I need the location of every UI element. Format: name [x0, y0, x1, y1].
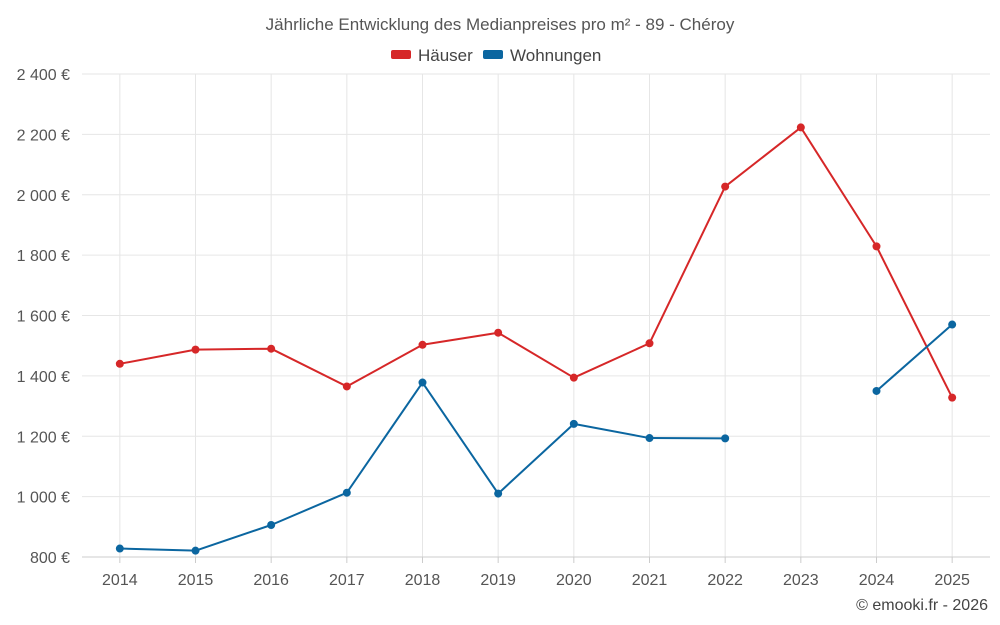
- x-tick-label: 2017: [329, 572, 365, 589]
- grid: [82, 73, 990, 558]
- series-wohnungen: [115, 320, 957, 555]
- x-tick-label: 2019: [480, 572, 516, 589]
- chart-title: Jährliche Entwicklung des Medianpreises …: [266, 15, 735, 34]
- y-tick-label: 1 800 €: [17, 248, 70, 265]
- x-tick-label: 2015: [178, 572, 214, 589]
- legend-swatch-haeuser: [391, 50, 411, 59]
- data-point-haeuser[interactable]: [569, 373, 578, 382]
- data-point-haeuser[interactable]: [948, 393, 957, 402]
- data-point-haeuser[interactable]: [721, 182, 730, 191]
- data-point-haeuser[interactable]: [267, 344, 276, 353]
- y-tick-label: 1 200 €: [17, 429, 70, 446]
- axes: 800 € 1 000 € 1 200 € 1 400 € 1 600 € 1 800 €…: [17, 67, 990, 589]
- x-tick-label: 2021: [632, 572, 668, 589]
- series: [115, 123, 957, 555]
- data-point-wohnungen[interactable]: [872, 386, 881, 395]
- y-tick-label: 2 200 €: [17, 127, 70, 144]
- x-tick-label: 2020: [556, 572, 592, 589]
- data-point-wohnungen[interactable]: [191, 546, 200, 555]
- credit-text: © emooki.fr - 2026: [856, 597, 988, 614]
- data-point-wohnungen[interactable]: [494, 489, 503, 498]
- x-tick-label: 2022: [707, 572, 743, 589]
- data-point-haeuser[interactable]: [418, 340, 427, 349]
- y-tick-label: 1 000 €: [17, 490, 70, 507]
- series-line-haeuser: [119, 126, 954, 399]
- series-haeuser: [115, 123, 957, 402]
- x-tick-label: 2016: [253, 572, 289, 589]
- data-point-wohnungen[interactable]: [645, 434, 654, 443]
- x-tick-label: 2018: [405, 572, 441, 589]
- legend-label-haeuser: Häuser: [418, 46, 473, 65]
- x-tick-label: 2023: [783, 572, 819, 589]
- data-point-haeuser[interactable]: [645, 339, 654, 348]
- x-tick-label: 2014: [102, 572, 138, 589]
- legend-item-haeuser[interactable]: Häuser: [391, 46, 473, 65]
- y-tick-label: 800 €: [30, 550, 70, 567]
- legend-swatch-wohnungen: [483, 50, 503, 59]
- data-point-wohnungen[interactable]: [721, 434, 730, 443]
- y-tick-label: 2 000 €: [17, 188, 70, 205]
- y-tick-label: 1 600 €: [17, 309, 70, 326]
- data-point-haeuser[interactable]: [494, 328, 503, 337]
- x-tick-label: 2024: [859, 572, 895, 589]
- data-point-haeuser[interactable]: [342, 382, 351, 391]
- legend: Häuser Wohnungen: [391, 46, 601, 65]
- data-point-wohnungen[interactable]: [115, 544, 124, 553]
- data-point-haeuser[interactable]: [872, 242, 881, 251]
- data-point-wohnungen[interactable]: [418, 378, 427, 387]
- data-point-wohnungen[interactable]: [342, 488, 351, 497]
- series-line-wohnungen: [875, 323, 953, 392]
- data-point-haeuser[interactable]: [191, 345, 200, 354]
- legend-item-wohnungen[interactable]: Wohnungen: [483, 46, 601, 65]
- data-point-wohnungen[interactable]: [569, 419, 578, 428]
- data-point-haeuser[interactable]: [796, 123, 805, 132]
- y-tick-label: 2 400 €: [17, 67, 70, 84]
- legend-label-wohnungen: Wohnungen: [510, 46, 601, 65]
- data-point-wohnungen[interactable]: [948, 320, 957, 329]
- data-point-haeuser[interactable]: [115, 359, 124, 368]
- data-point-wohnungen[interactable]: [267, 521, 276, 530]
- x-tick-label: 2025: [934, 572, 970, 589]
- y-tick-label: 1 400 €: [17, 369, 70, 386]
